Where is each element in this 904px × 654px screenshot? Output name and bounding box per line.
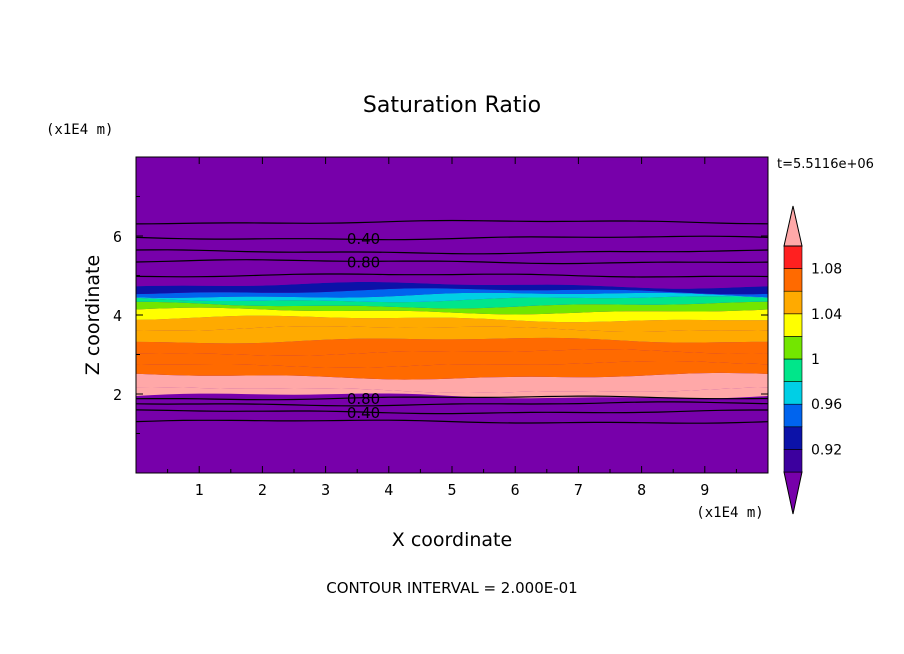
contour-line	[136, 259, 768, 265]
color-band	[136, 301, 768, 315]
colorbar-segment	[783, 381, 803, 405]
x-axis-label: X coordinate	[392, 529, 512, 551]
x-tick-label: 3	[321, 481, 330, 499]
x-tick-label: 7	[574, 481, 583, 499]
colorbar-segment	[783, 449, 803, 473]
color-band	[136, 292, 768, 303]
x-unit-label: (x1E4 m)	[696, 505, 763, 521]
colorbar-segment	[783, 358, 803, 382]
color-band	[136, 288, 768, 298]
contour-line	[136, 401, 768, 407]
contour-label: 0.40	[347, 404, 380, 422]
y-tick-label: 4	[113, 307, 122, 325]
colorbar-label: 1	[811, 352, 820, 368]
color-band	[136, 315, 768, 332]
x-tick-label: 5	[447, 481, 456, 499]
color-band	[136, 157, 768, 289]
plot-area	[136, 157, 768, 473]
y-axis: 2 4 6	[113, 196, 768, 434]
contour-line	[136, 235, 768, 241]
color-band	[136, 393, 768, 473]
colorbar-label: 1.04	[811, 307, 842, 323]
x-tick-label: 2	[258, 481, 267, 499]
y-tick-label: 2	[113, 386, 122, 404]
color-band	[136, 307, 768, 323]
x-tick-label: 6	[511, 481, 520, 499]
y-unit-label: (x1E4 m)	[46, 122, 113, 138]
color-band	[136, 282, 768, 295]
contour-line	[136, 419, 768, 424]
color-band	[136, 337, 768, 356]
y-axis-label: Z coordinate	[82, 255, 104, 375]
contour-label: 0.80	[347, 254, 380, 272]
colorbar-segment	[783, 313, 803, 337]
colorbar-label: 1.08	[811, 262, 842, 278]
colorbar-segment	[783, 426, 803, 450]
contour-label: 0.40	[347, 230, 380, 248]
colorbar-segment	[783, 336, 803, 360]
color-band	[136, 296, 768, 309]
x-axis: 1 2 3 4 5 6 7 8 9	[167, 157, 737, 499]
colorbar-segment	[783, 245, 803, 269]
contour-lines	[136, 219, 768, 424]
x-tick-label: 1	[195, 481, 204, 499]
color-band	[136, 361, 768, 380]
contour-interval-note: CONTOUR INTERVAL = 2.000E-01	[326, 579, 577, 597]
colorbar-segment	[783, 268, 803, 292]
colorbar-label: 0.96	[811, 397, 842, 413]
contour-label: 0.80	[347, 390, 380, 408]
contour-line	[136, 249, 768, 255]
color-bands	[136, 157, 768, 473]
color-band	[136, 326, 768, 344]
colorbar-segment	[783, 403, 803, 428]
contour-line	[136, 219, 768, 225]
colorbar-segment	[783, 471, 803, 515]
x-tick-label: 9	[700, 481, 709, 499]
colorbar-segment	[783, 205, 803, 247]
contour-labels: 0.400.800.800.40	[347, 230, 380, 422]
x-tick-label: 4	[384, 481, 393, 499]
y-tick-label: 6	[113, 228, 122, 246]
color-band	[136, 372, 768, 393]
colorbar-segment	[783, 290, 803, 315]
contour-line	[136, 395, 768, 401]
x-tick-label: 8	[637, 481, 646, 499]
time-label: t=5.5116e+06	[777, 157, 874, 172]
colorbar-label: 0.92	[811, 442, 842, 458]
chart-title: Saturation Ratio	[363, 93, 541, 118]
color-band	[136, 349, 768, 368]
contour-line	[136, 273, 768, 278]
colorbar: 0.92 0.96 1 1.04 1.08	[783, 205, 842, 515]
contour-line	[136, 409, 768, 415]
